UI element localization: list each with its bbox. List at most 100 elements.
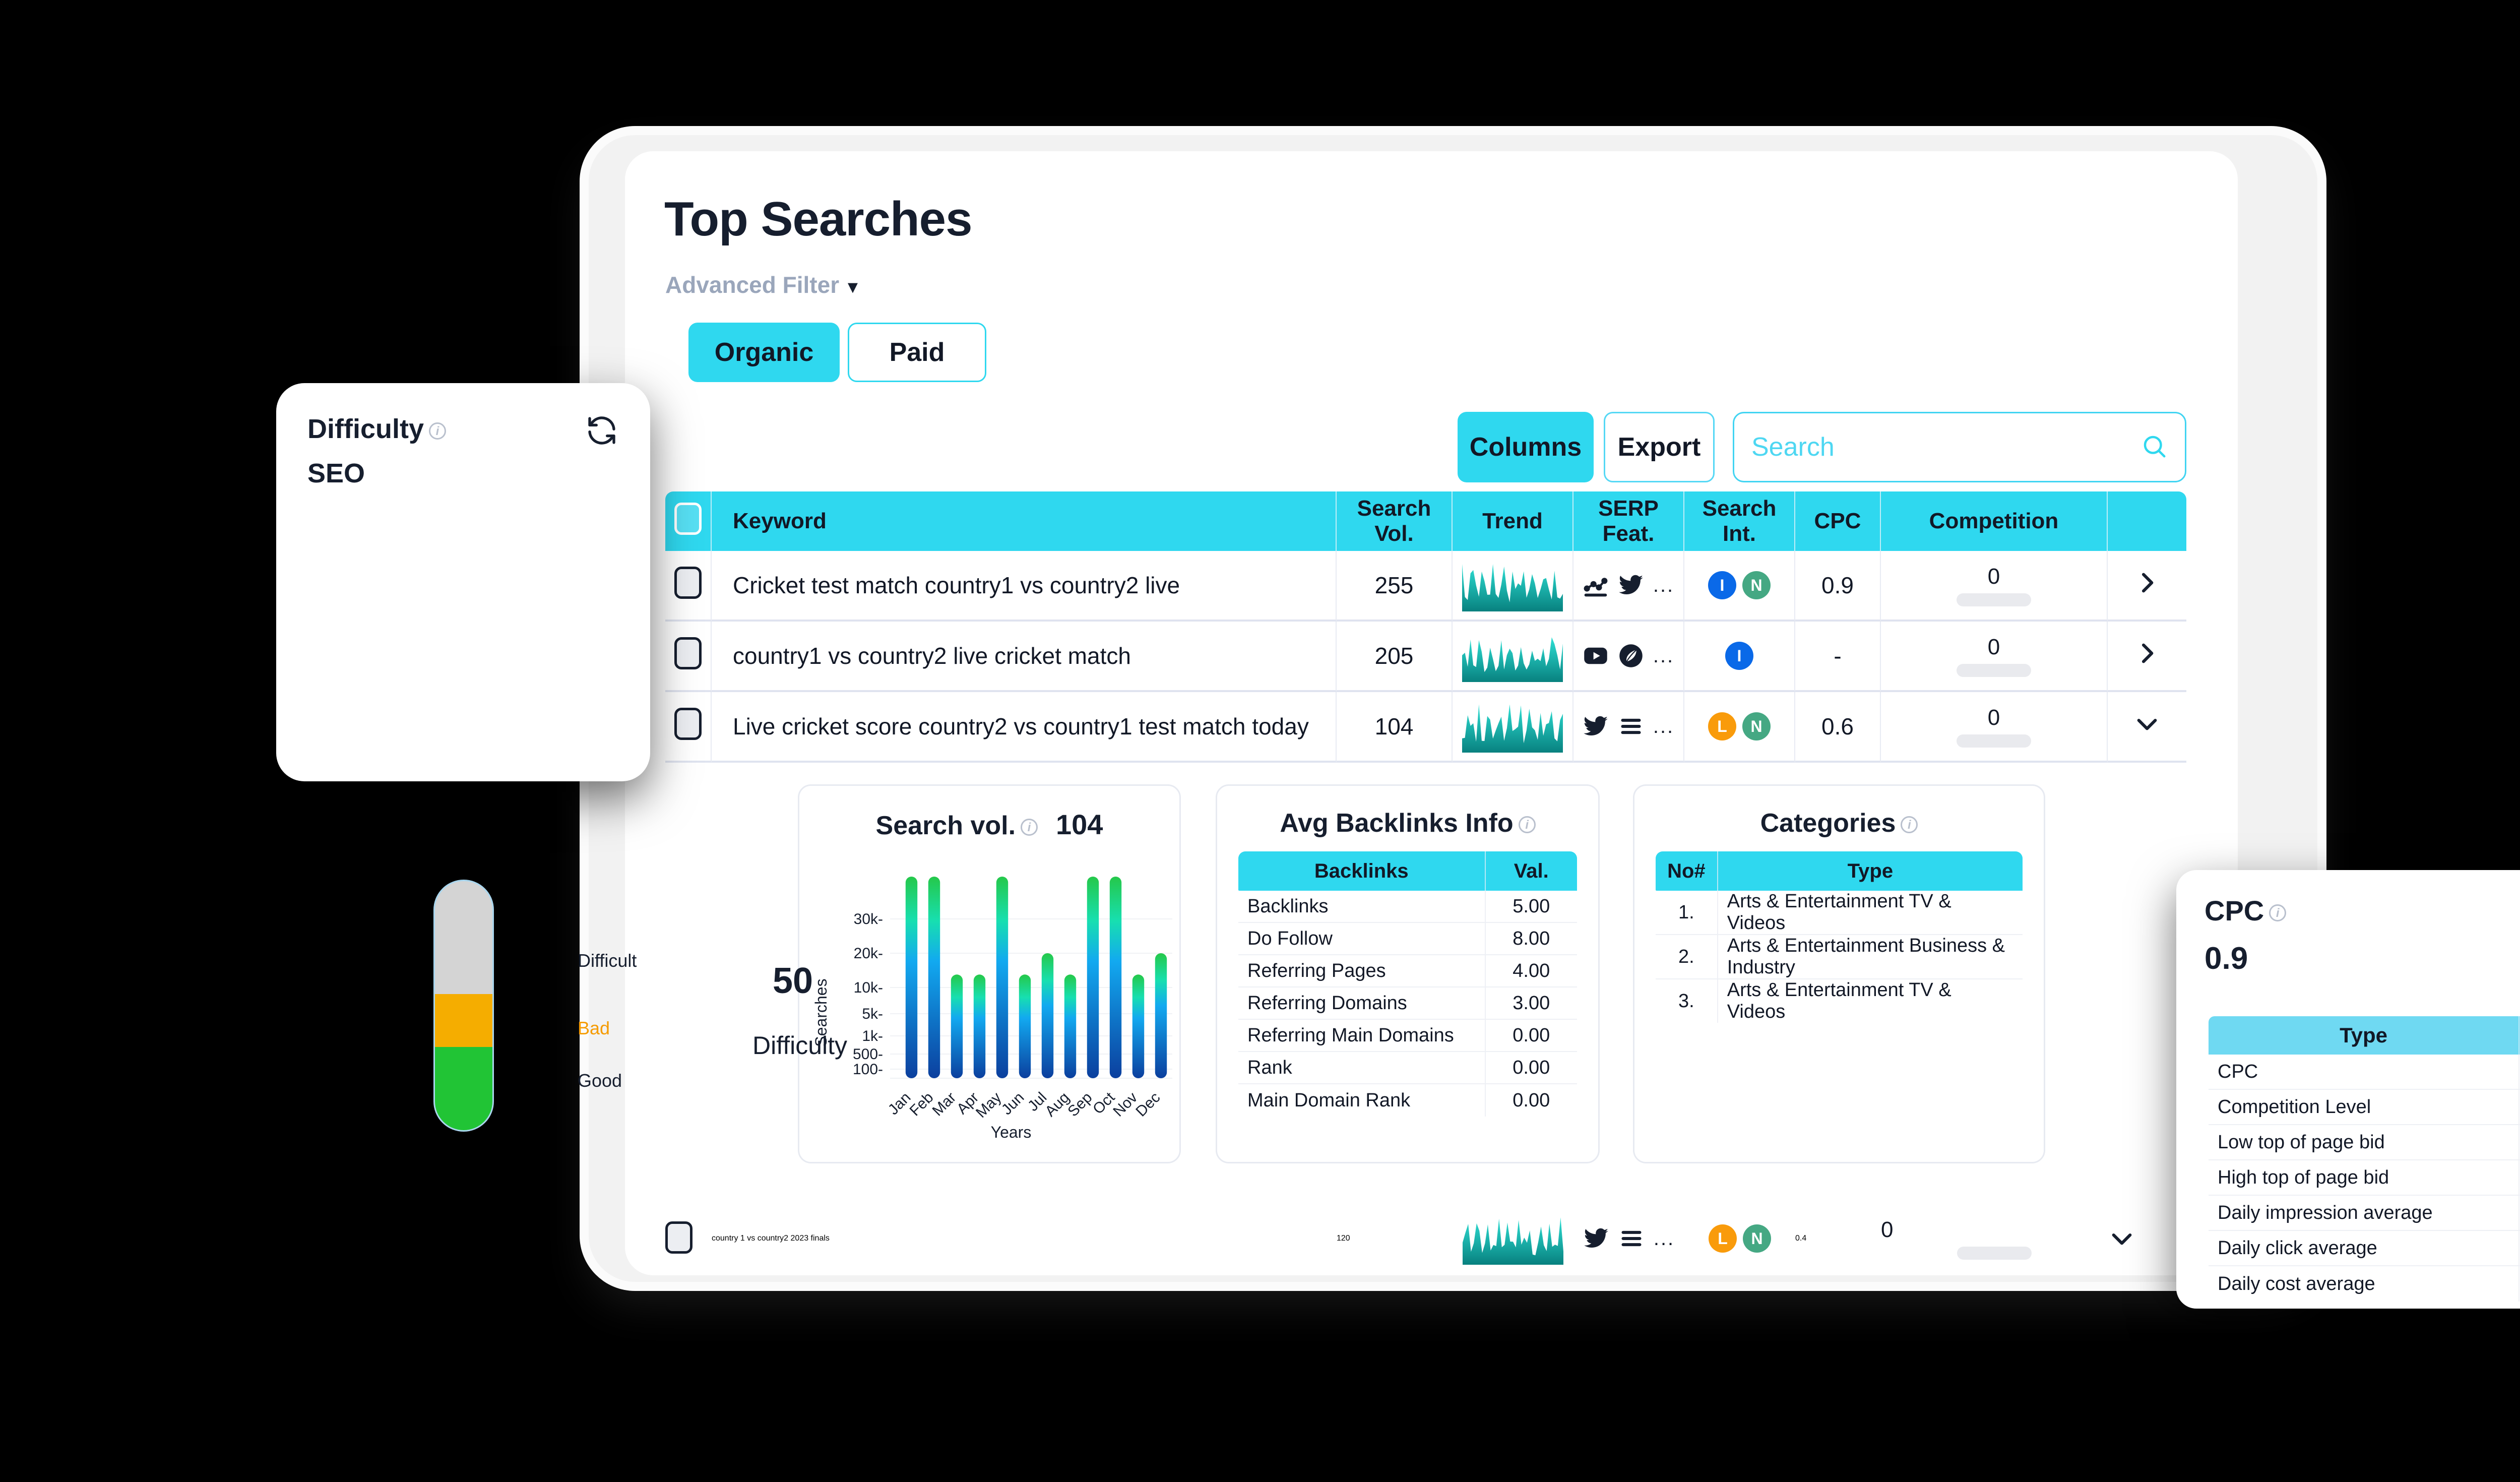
intent-badge: N (1743, 1224, 1771, 1253)
gauge-label-good: Good (578, 1070, 622, 1091)
tab-paid[interactable]: Paid (848, 323, 986, 382)
serp-more-icon[interactable]: ... (1653, 1227, 1675, 1250)
export-button[interactable]: Export (1604, 412, 1715, 482)
twitter-icon[interactable] (1583, 1225, 1609, 1252)
serp-more-icon[interactable]: ... (1653, 715, 1675, 737)
twitter-icon[interactable] (1618, 572, 1644, 598)
chart-bar (1041, 953, 1054, 1078)
col-search-int[interactable]: Search Int. (1684, 491, 1795, 551)
cpc-row: Low top of page bid 0.7 (2209, 1125, 2520, 1160)
row-select-cell (665, 551, 712, 622)
cell-keyword[interactable]: Live cricket score country2 vs country1 … (712, 692, 1337, 763)
tab-organic[interactable]: Organic (688, 323, 840, 382)
backlinks-label: Rank (1238, 1052, 1486, 1084)
col-competition[interactable]: Competition (1881, 491, 2108, 551)
cpc-title: CPC i (2204, 894, 2287, 927)
chevron-right-icon[interactable] (2133, 643, 2161, 672)
info-icon[interactable]: i (1021, 819, 1038, 836)
category-type: Arts & Entertainment TV & Videos (1718, 891, 2023, 935)
col-search-vol[interactable]: Search Vol. (1337, 491, 1453, 551)
cell-keyword[interactable]: country 1 vs country2 2023 finals (712, 1234, 830, 1243)
competition-slider[interactable] (1957, 593, 2031, 606)
serp-more-icon[interactable]: ... (1653, 645, 1675, 667)
backlinks-row: Referring Main Domains 0.00 (1238, 1020, 1577, 1052)
row-expand-toggle[interactable] (2108, 622, 2186, 692)
columns-button[interactable]: Columns (1458, 412, 1594, 482)
competition-slider[interactable] (1957, 1247, 2032, 1260)
table-row[interactable]: country1 vs country2 live cricket match … (665, 622, 2186, 692)
cell-search-vol: 104 (1337, 692, 1453, 763)
chart-bar (1087, 877, 1099, 1078)
chart-xlabel: Years (991, 1123, 1032, 1141)
search-input[interactable] (1751, 432, 2140, 462)
list-icon[interactable] (1618, 713, 1644, 739)
cell-serp-feat: ... (1573, 692, 1684, 763)
table-row[interactable]: Live cricket score country2 vs country1 … (665, 692, 2186, 763)
cell-cpc: 0.4 (1795, 1234, 1807, 1243)
chart-bar (1019, 974, 1031, 1078)
search-icon[interactable] (2140, 433, 2168, 462)
cpc-row-label: Competition Level (2209, 1090, 2520, 1125)
search-box[interactable] (1733, 412, 2186, 482)
chevron-right-icon[interactable] (2133, 573, 2161, 602)
gauge-label-bad: Bad (578, 1018, 610, 1038)
refresh-icon[interactable] (586, 414, 618, 449)
row-select-cell (665, 1212, 712, 1265)
row-checkbox[interactable] (674, 707, 702, 740)
row-expand-toggle[interactable] (2108, 1212, 2186, 1265)
select-all-checkbox[interactable] (674, 502, 702, 535)
chart-bar (973, 974, 986, 1078)
cpc-header-row: Type Info. (2209, 1016, 2520, 1055)
list-icon[interactable] (1618, 1225, 1645, 1252)
categories-row: 3. Arts & Entertainment TV & Videos (1656, 979, 2023, 1023)
chart-line-icon[interactable] (1583, 572, 1609, 598)
youtube-icon[interactable] (1583, 643, 1609, 669)
row-expand-toggle[interactable] (2108, 551, 2186, 622)
col-trend[interactable]: Trend (1453, 491, 1573, 551)
cell-keyword[interactable]: Cricket test match country1 vs country2 … (712, 551, 1337, 622)
chart-ytick: 30k- (854, 911, 883, 928)
chevron-down-icon: ▼ (844, 278, 861, 297)
gauge-label-difficult: Difficult (578, 950, 637, 971)
info-icon[interactable]: i (429, 422, 447, 440)
leaf-icon[interactable] (1618, 643, 1644, 669)
twitter-icon[interactable] (1583, 713, 1609, 739)
info-icon[interactable]: i (2269, 904, 2287, 922)
col-cpc[interactable]: CPC (1795, 491, 1881, 551)
chart-ytick: 100- (853, 1061, 883, 1078)
cpc-row-label: Daily cost average (2209, 1266, 2520, 1302)
cell-search-int: I (1684, 622, 1795, 692)
chart-ytick: 500- (853, 1046, 883, 1063)
serp-more-icon[interactable]: ... (1653, 574, 1675, 596)
row-checkbox[interactable] (674, 637, 702, 669)
row-select-cell (665, 622, 712, 692)
categories-panel: Categories i No# Type 1. Arts & Entertain… (1633, 784, 2045, 1163)
advanced-filter-toggle[interactable]: Advanced Filter ▼ (665, 271, 861, 298)
row-checkbox[interactable] (674, 566, 702, 599)
cell-keyword[interactable]: country1 vs country2 live cricket match (712, 622, 1337, 692)
chart-ytick: 5k- (862, 1006, 883, 1022)
chart-bar (951, 974, 963, 1078)
info-icon[interactable]: i (1518, 816, 1536, 834)
col-serp-feat[interactable]: SERP Feat. (1573, 491, 1684, 551)
row-expand-toggle[interactable] (2108, 692, 2186, 763)
cell-trend (1453, 1212, 1573, 1265)
competition-slider[interactable] (1957, 664, 2031, 677)
intent-badge: L (1709, 1224, 1737, 1253)
row-checkbox[interactable] (665, 1221, 692, 1254)
cell-trend (1453, 622, 1573, 692)
categories-title: Categories i (1634, 808, 2044, 838)
cell-competition: 0 (1881, 622, 2108, 692)
competition-slider[interactable] (1957, 734, 2031, 748)
backlinks-value: 4.00 (1485, 955, 1577, 987)
col-keyword[interactable]: Keyword (712, 491, 1337, 551)
chevron-down-icon[interactable] (2133, 717, 2161, 743)
table-row[interactable]: Cricket test match country1 vs country2 … (665, 551, 2186, 622)
table-row[interactable]: country 1 vs country2 2023 finals 120 ..… (665, 1212, 2186, 1265)
backlinks-value: 5.00 (1485, 891, 1577, 923)
info-icon[interactable]: i (1901, 816, 1918, 834)
cpc-row-label: Daily impression average (2209, 1196, 2520, 1231)
chart-bar (928, 877, 940, 1078)
